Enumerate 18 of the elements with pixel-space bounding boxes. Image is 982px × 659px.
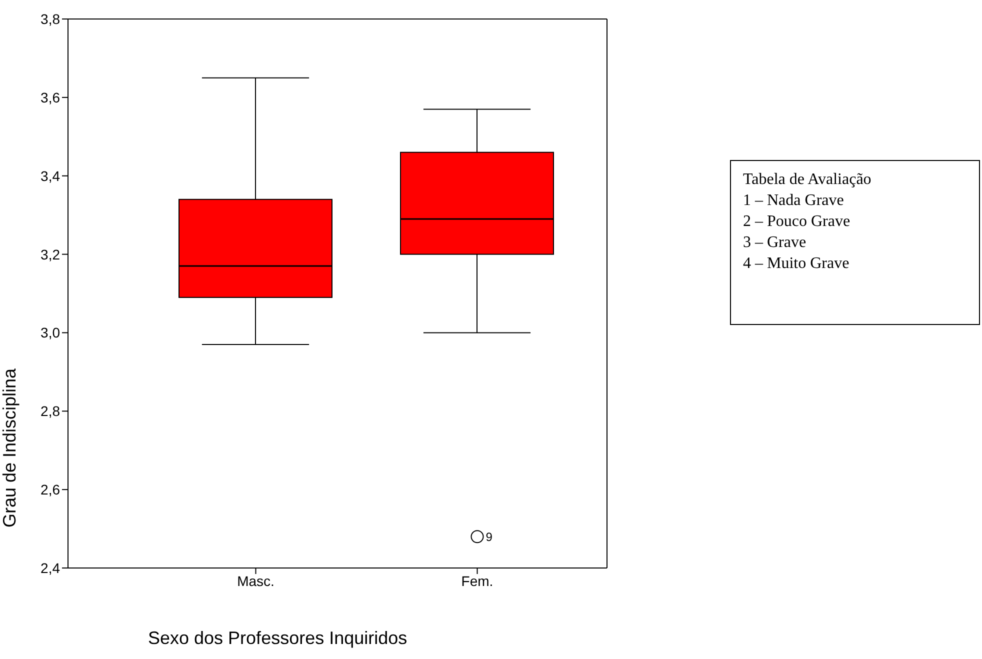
y-tick-label: 3,8 (40, 10, 60, 27)
text: 2 – Pouco Grave (743, 212, 852, 232)
y-tick-label: 3,6 (40, 89, 60, 106)
text: 4 – Muito Grave (743, 254, 850, 274)
y-tick-label: 2,8 (40, 403, 60, 420)
x-axis-title: Sexo dos Professores Inquiridos (148, 628, 408, 649)
y-tick-label: 3,0 (40, 324, 60, 341)
y-tick-label: 2,4 (40, 560, 60, 576)
y-tick-label: 3,2 (40, 246, 60, 262)
y-tick-label: 3,4 (40, 168, 60, 184)
text: 1 – Nada Grave (743, 191, 845, 211)
text: 3 – Grave (743, 233, 808, 253)
y-tick-label: 2,6 (40, 482, 60, 498)
x-tick-label: Masc. (237, 572, 274, 589)
text: Tabela de Avaliação (743, 170, 872, 190)
y-axis-title: Grau de Indisciplina (0, 368, 20, 528)
annotation: 9 (486, 530, 493, 544)
x-tick-label: Fem. (461, 572, 494, 589)
